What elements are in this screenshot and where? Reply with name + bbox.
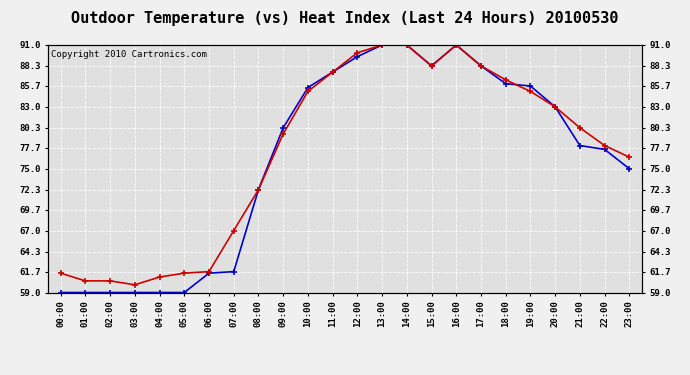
Text: Outdoor Temperature (vs) Heat Index (Last 24 Hours) 20100530: Outdoor Temperature (vs) Heat Index (Las…: [71, 11, 619, 26]
Text: Copyright 2010 Cartronics.com: Copyright 2010 Cartronics.com: [51, 50, 207, 59]
